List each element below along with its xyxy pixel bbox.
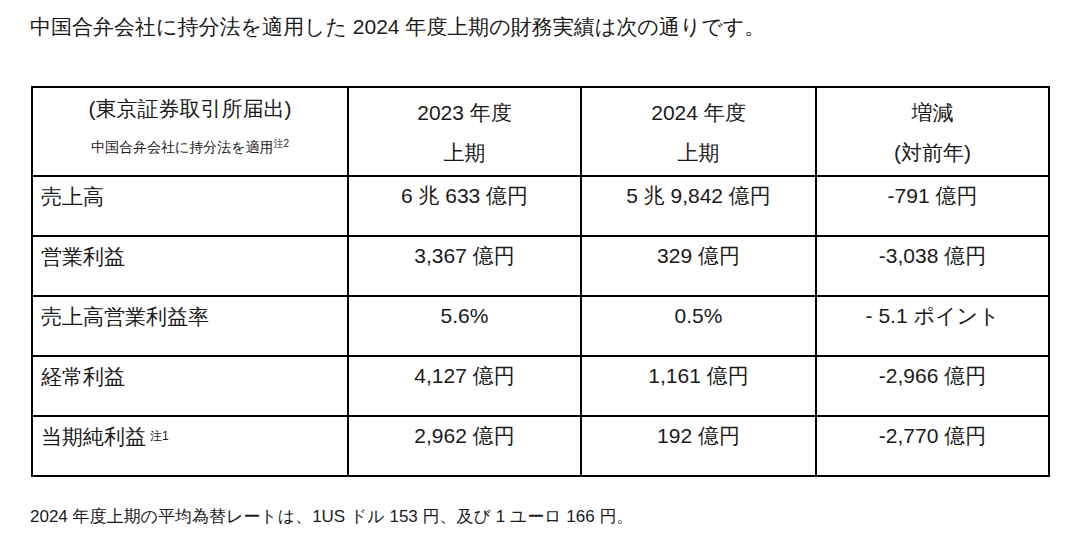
table-row-net-income: 当期純利益注1 2,962 億円 192 億円 -2,770 億円 [32,416,1049,476]
row-label-cell: 当期純利益注1 [32,416,348,476]
fy2023-value: 2,962 億円 [348,416,581,476]
document-intro-text: 中国合弁会社に持分法を適用した 2024 年度上期の財務実績は次の通りです。 [30,13,765,41]
header-change-sublabel: (対前年) [818,133,1047,173]
header-fy2023-period: 上期 [350,133,579,173]
header-change-cell: 増減 (対前年) [816,87,1049,176]
change-value: -791 億円 [816,176,1049,236]
header-corner-subtext: 中国合弁会社に持分法を適用 [91,139,274,155]
change-value: -2,770 億円 [816,416,1049,476]
header-fy2023-cell: 2023 年度 上期 [348,87,581,176]
row-label: 当期純利益 [41,425,146,448]
table-row-ordinary-profit: 経常利益 4,127 億円 1,161 億円 -2,966 億円 [32,356,1049,416]
header-fy2023-year: 2023 年度 [350,93,579,133]
row-label-cell: 売上高 [32,176,348,236]
table-row-operating-margin: 売上高営業利益率 5.6% 0.5% - 5.1 ポイント [32,296,1049,356]
change-value: -2,966 億円 [816,356,1049,416]
fy2023-value: 6 兆 633 億円 [348,176,581,236]
table-header-row: (東京証券取引所届出) 中国合弁会社に持分法を適用注2 2023 年度 上期 2… [32,87,1049,176]
fy2024-value: 5 兆 9,842 億円 [581,176,816,236]
row-label-cell: 売上高営業利益率 [32,296,348,356]
header-corner-line1: (東京証券取引所届出) [34,93,346,125]
header-fy2024-period: 上期 [583,133,814,173]
fy2023-value: 4,127 億円 [348,356,581,416]
change-value: - 5.1 ポイント [816,296,1049,356]
exchange-rate-note: 2024 年度上期の平均為替レートは、1US ドル 153 円、及び 1 ユーロ… [30,505,633,529]
note1-superscript: 注1 [150,429,169,443]
row-label-cell: 営業利益 [32,236,348,296]
header-fy2024-year: 2024 年度 [583,93,814,133]
table-row-net-sales: 売上高 6 兆 633 億円 5 兆 9,842 億円 -791 億円 [32,176,1049,236]
header-change-label: 増減 [818,93,1047,133]
header-fy2024-cell: 2024 年度 上期 [581,87,816,176]
document-page: 中国合弁会社に持分法を適用した 2024 年度上期の財務実績は次の通りです。 (… [0,0,1080,543]
row-label-cell: 経常利益 [32,356,348,416]
header-corner-line2: 中国合弁会社に持分法を適用注2 [34,134,346,157]
fy2024-value: 0.5% [581,296,816,356]
header-corner-cell: (東京証券取引所届出) 中国合弁会社に持分法を適用注2 [32,87,348,176]
fy2024-value: 329 億円 [581,236,816,296]
fy2023-value: 5.6% [348,296,581,356]
row-label: 経常利益 [41,365,125,388]
fy2024-value: 1,161 億円 [581,356,816,416]
note2-superscript: 注2 [274,138,290,149]
row-label: 売上高営業利益率 [41,305,209,328]
table-row-operating-profit: 営業利益 3,367 億円 329 億円 -3,038 億円 [32,236,1049,296]
financial-results-table: (東京証券取引所届出) 中国合弁会社に持分法を適用注2 2023 年度 上期 2… [31,86,1050,477]
change-value: -3,038 億円 [816,236,1049,296]
row-label: 売上高 [41,185,104,208]
fy2023-value: 3,367 億円 [348,236,581,296]
row-label: 営業利益 [41,245,125,268]
fy2024-value: 192 億円 [581,416,816,476]
